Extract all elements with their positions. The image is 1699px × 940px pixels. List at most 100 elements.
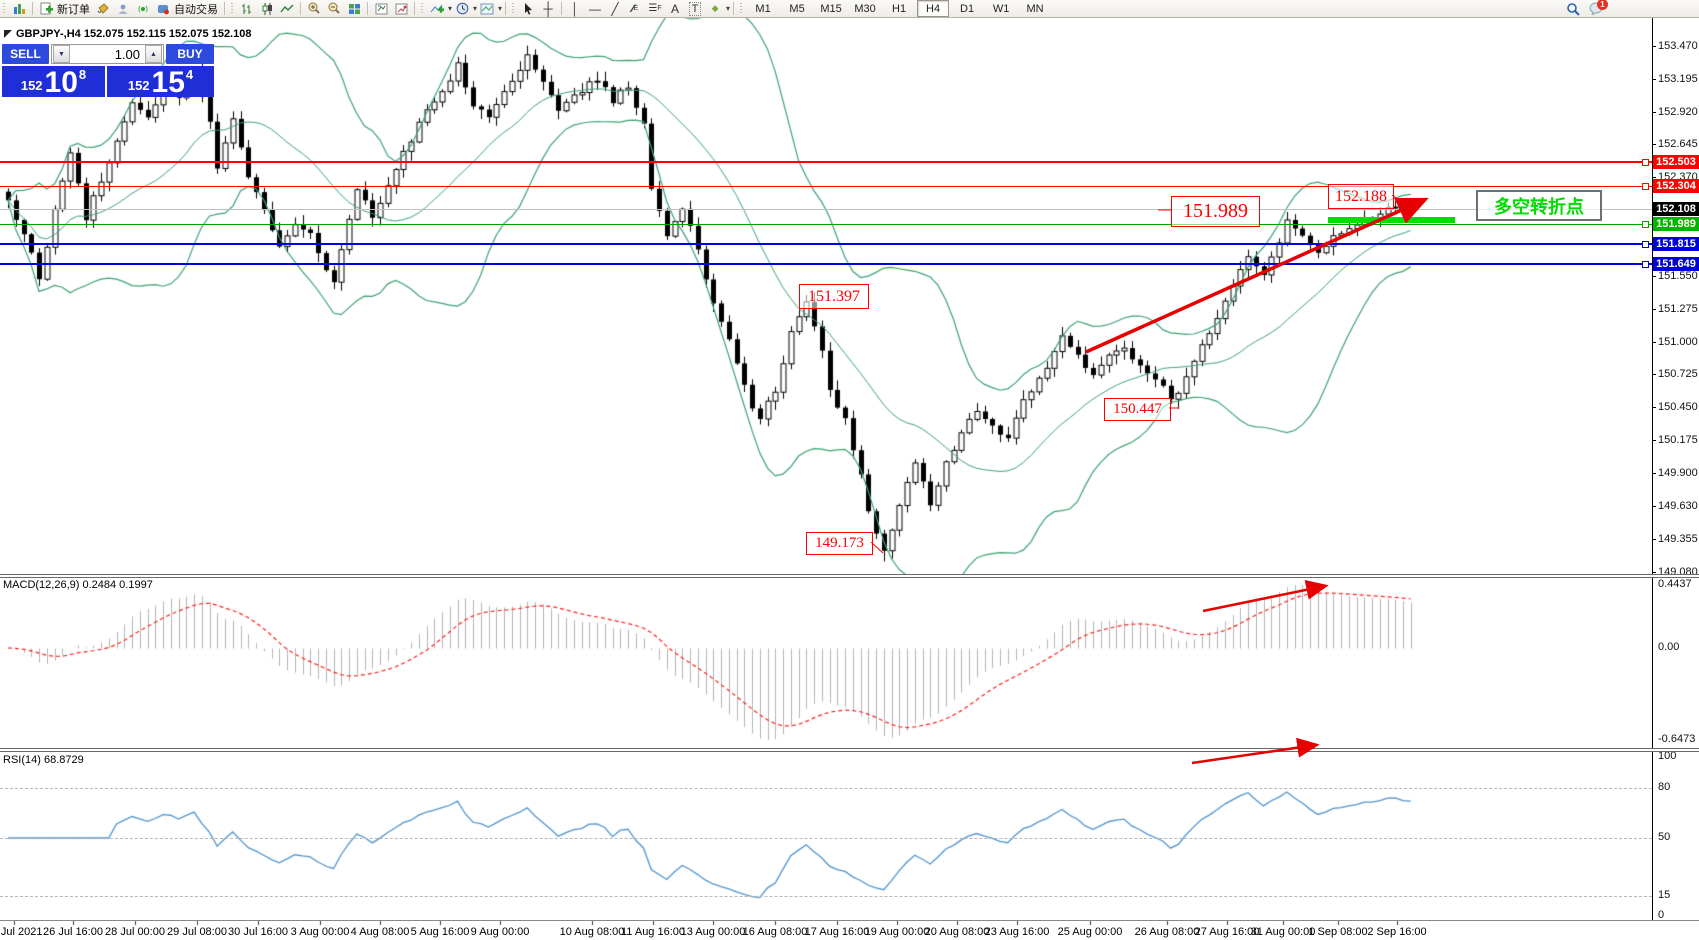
volume-decrease-button[interactable]: ▼	[53, 45, 70, 63]
time-axis-label: 2 Sep 16:00	[1367, 926, 1427, 938]
line-chart-type-icon[interactable]	[278, 1, 296, 16]
time-axis-label: 26 Jul 16:00	[43, 926, 103, 938]
ask-price-display[interactable]: 152 15 4	[107, 66, 214, 98]
data-window-icon[interactable]	[372, 1, 390, 16]
timeframe-W1[interactable]: W1	[992, 2, 1010, 15]
price-hline[interactable]	[0, 243, 1652, 245]
price-hline[interactable]	[0, 223, 1652, 225]
price-hline[interactable]	[0, 263, 1652, 265]
macd-axis-label: 0.00	[1658, 641, 1680, 653]
autotrade-icon[interactable]	[154, 1, 172, 16]
period-clock-icon[interactable]	[453, 1, 471, 16]
buy-button[interactable]: BUY	[166, 44, 214, 64]
price-axis-tick: 153.195	[1652, 73, 1698, 85]
toolbar-separator	[367, 2, 368, 15]
time-axis-label: 27 Aug 16:00	[1194, 926, 1260, 938]
toolbar-grip[interactable]	[420, 2, 425, 15]
period-caret[interactable]: ▾	[473, 4, 478, 13]
add-indicator-icon[interactable]	[428, 1, 446, 16]
price-axis-tick: 149.355	[1652, 533, 1698, 545]
price-annotation[interactable]: 152.188	[1328, 184, 1394, 209]
search-icon[interactable]	[1564, 1, 1582, 16]
strategy-tester-icon[interactable]	[392, 1, 410, 16]
timeframe-H4[interactable]: H4	[917, 0, 950, 17]
rsi-level-line	[0, 788, 1652, 789]
toolbar-grip[interactable]	[739, 2, 745, 15]
volume-input[interactable]	[71, 45, 144, 63]
price-hline[interactable]	[0, 208, 1652, 210]
autotrade-label[interactable]: 自动交易	[174, 3, 218, 16]
timeframe-D1[interactable]: D1	[960, 2, 975, 15]
panel-splitter[interactable]	[0, 574, 1699, 578]
time-axis-label: 23 Jul 2021	[0, 926, 43, 938]
timeframe-M1[interactable]: M1	[755, 2, 771, 15]
new-order-icon[interactable]	[37, 1, 55, 16]
time-axis-label: 28 Jul 00:00	[105, 926, 165, 938]
rsi-axis-label: 15	[1658, 889, 1671, 901]
price-line-tag: 151.649	[1653, 257, 1699, 271]
timeframe-H1[interactable]: H1	[892, 2, 907, 15]
hline-anchor[interactable]	[1642, 241, 1649, 248]
toolbar-grip[interactable]	[2, 2, 7, 15]
volume-increase-button[interactable]: ▲	[145, 45, 162, 63]
channel-tool-icon[interactable]	[626, 1, 644, 16]
price-axis-tick: 150.175	[1652, 434, 1698, 446]
price-axis-tick: 151.000	[1652, 336, 1698, 348]
hline-anchor[interactable]	[1642, 183, 1649, 190]
bar-chart-type-icon[interactable]	[238, 1, 256, 16]
profile-icon[interactable]	[114, 1, 132, 16]
price-annotation[interactable]: 149.173	[806, 532, 873, 555]
arrows-tool-caret[interactable]: ▾	[726, 4, 731, 13]
price-annotation[interactable]: 151.397	[799, 284, 869, 309]
templates-caret[interactable]: ▾	[498, 4, 503, 13]
zoom-in-icon[interactable]	[305, 1, 323, 16]
turning-point-note[interactable]: 多空转折点	[1476, 190, 1602, 221]
tile-windows-icon[interactable]	[345, 1, 363, 16]
hline-anchor[interactable]	[1642, 159, 1649, 166]
cursor-icon[interactable]	[519, 1, 537, 16]
signal-icon[interactable]	[134, 1, 152, 16]
time-axis-label: 9 Aug 00:00	[470, 926, 530, 938]
text-tool-icon[interactable]	[666, 1, 684, 16]
horizontal-line-tool-icon[interactable]	[586, 1, 604, 16]
hline-anchor[interactable]	[1642, 261, 1649, 268]
timeframe-M5[interactable]: M5	[789, 2, 805, 15]
templates-icon[interactable]	[478, 1, 496, 16]
add-indicator-caret[interactable]: ▾	[448, 4, 453, 13]
collapse-panel-icon[interactable]	[4, 30, 12, 38]
timeframe-M30[interactable]: M30	[854, 2, 876, 15]
candlestick-type-icon[interactable]	[258, 1, 276, 16]
time-axis-label: 19 Aug 00:00	[864, 926, 930, 938]
time-axis-label: 26 Aug 08:00	[1134, 926, 1200, 938]
price-hline[interactable]	[0, 185, 1652, 187]
toolbar-grip[interactable]	[511, 2, 517, 15]
timeframe-MN[interactable]: MN	[1026, 2, 1044, 15]
price-hline[interactable]	[0, 161, 1652, 163]
crosshair-icon[interactable]	[539, 1, 557, 16]
timeframe-M15[interactable]: M15	[820, 2, 842, 15]
toolbar-separator	[414, 2, 415, 15]
sell-button[interactable]: SELL	[2, 44, 49, 64]
price-annotation[interactable]: 151.989	[1171, 196, 1260, 227]
toolbar-grip[interactable]	[230, 2, 235, 15]
hline-anchor[interactable]	[1642, 221, 1649, 228]
vertical-line-tool-icon[interactable]	[566, 1, 584, 16]
support-zone-bar[interactable]	[1328, 217, 1455, 223]
bid-price-prefix: 152	[20, 78, 43, 93]
chart-window-icon[interactable]	[10, 1, 28, 16]
trendline-tool-icon[interactable]	[606, 1, 624, 16]
new-order-label[interactable]: 新订单	[57, 3, 90, 16]
zoom-out-icon[interactable]	[325, 1, 343, 16]
styles-bucket-icon[interactable]	[94, 1, 112, 16]
fibonacci-tool-icon[interactable]	[646, 1, 664, 16]
panel-splitter[interactable]	[0, 748, 1699, 752]
bid-price-display[interactable]: 152 10 8	[2, 66, 105, 98]
rsi-axis-label: 50	[1658, 831, 1671, 843]
symbol-ohlc-info: GBPJPY-,H4 152.075 152.115 152.075 152.1…	[16, 28, 252, 40]
label-tool-icon[interactable]	[686, 1, 704, 16]
arrows-tool-icon[interactable]	[706, 1, 724, 16]
rsi-axis-label: 80	[1658, 781, 1671, 793]
chat-notification-icon[interactable]: 1	[1587, 0, 1608, 16]
price-annotation[interactable]: 150.447	[1104, 398, 1171, 421]
